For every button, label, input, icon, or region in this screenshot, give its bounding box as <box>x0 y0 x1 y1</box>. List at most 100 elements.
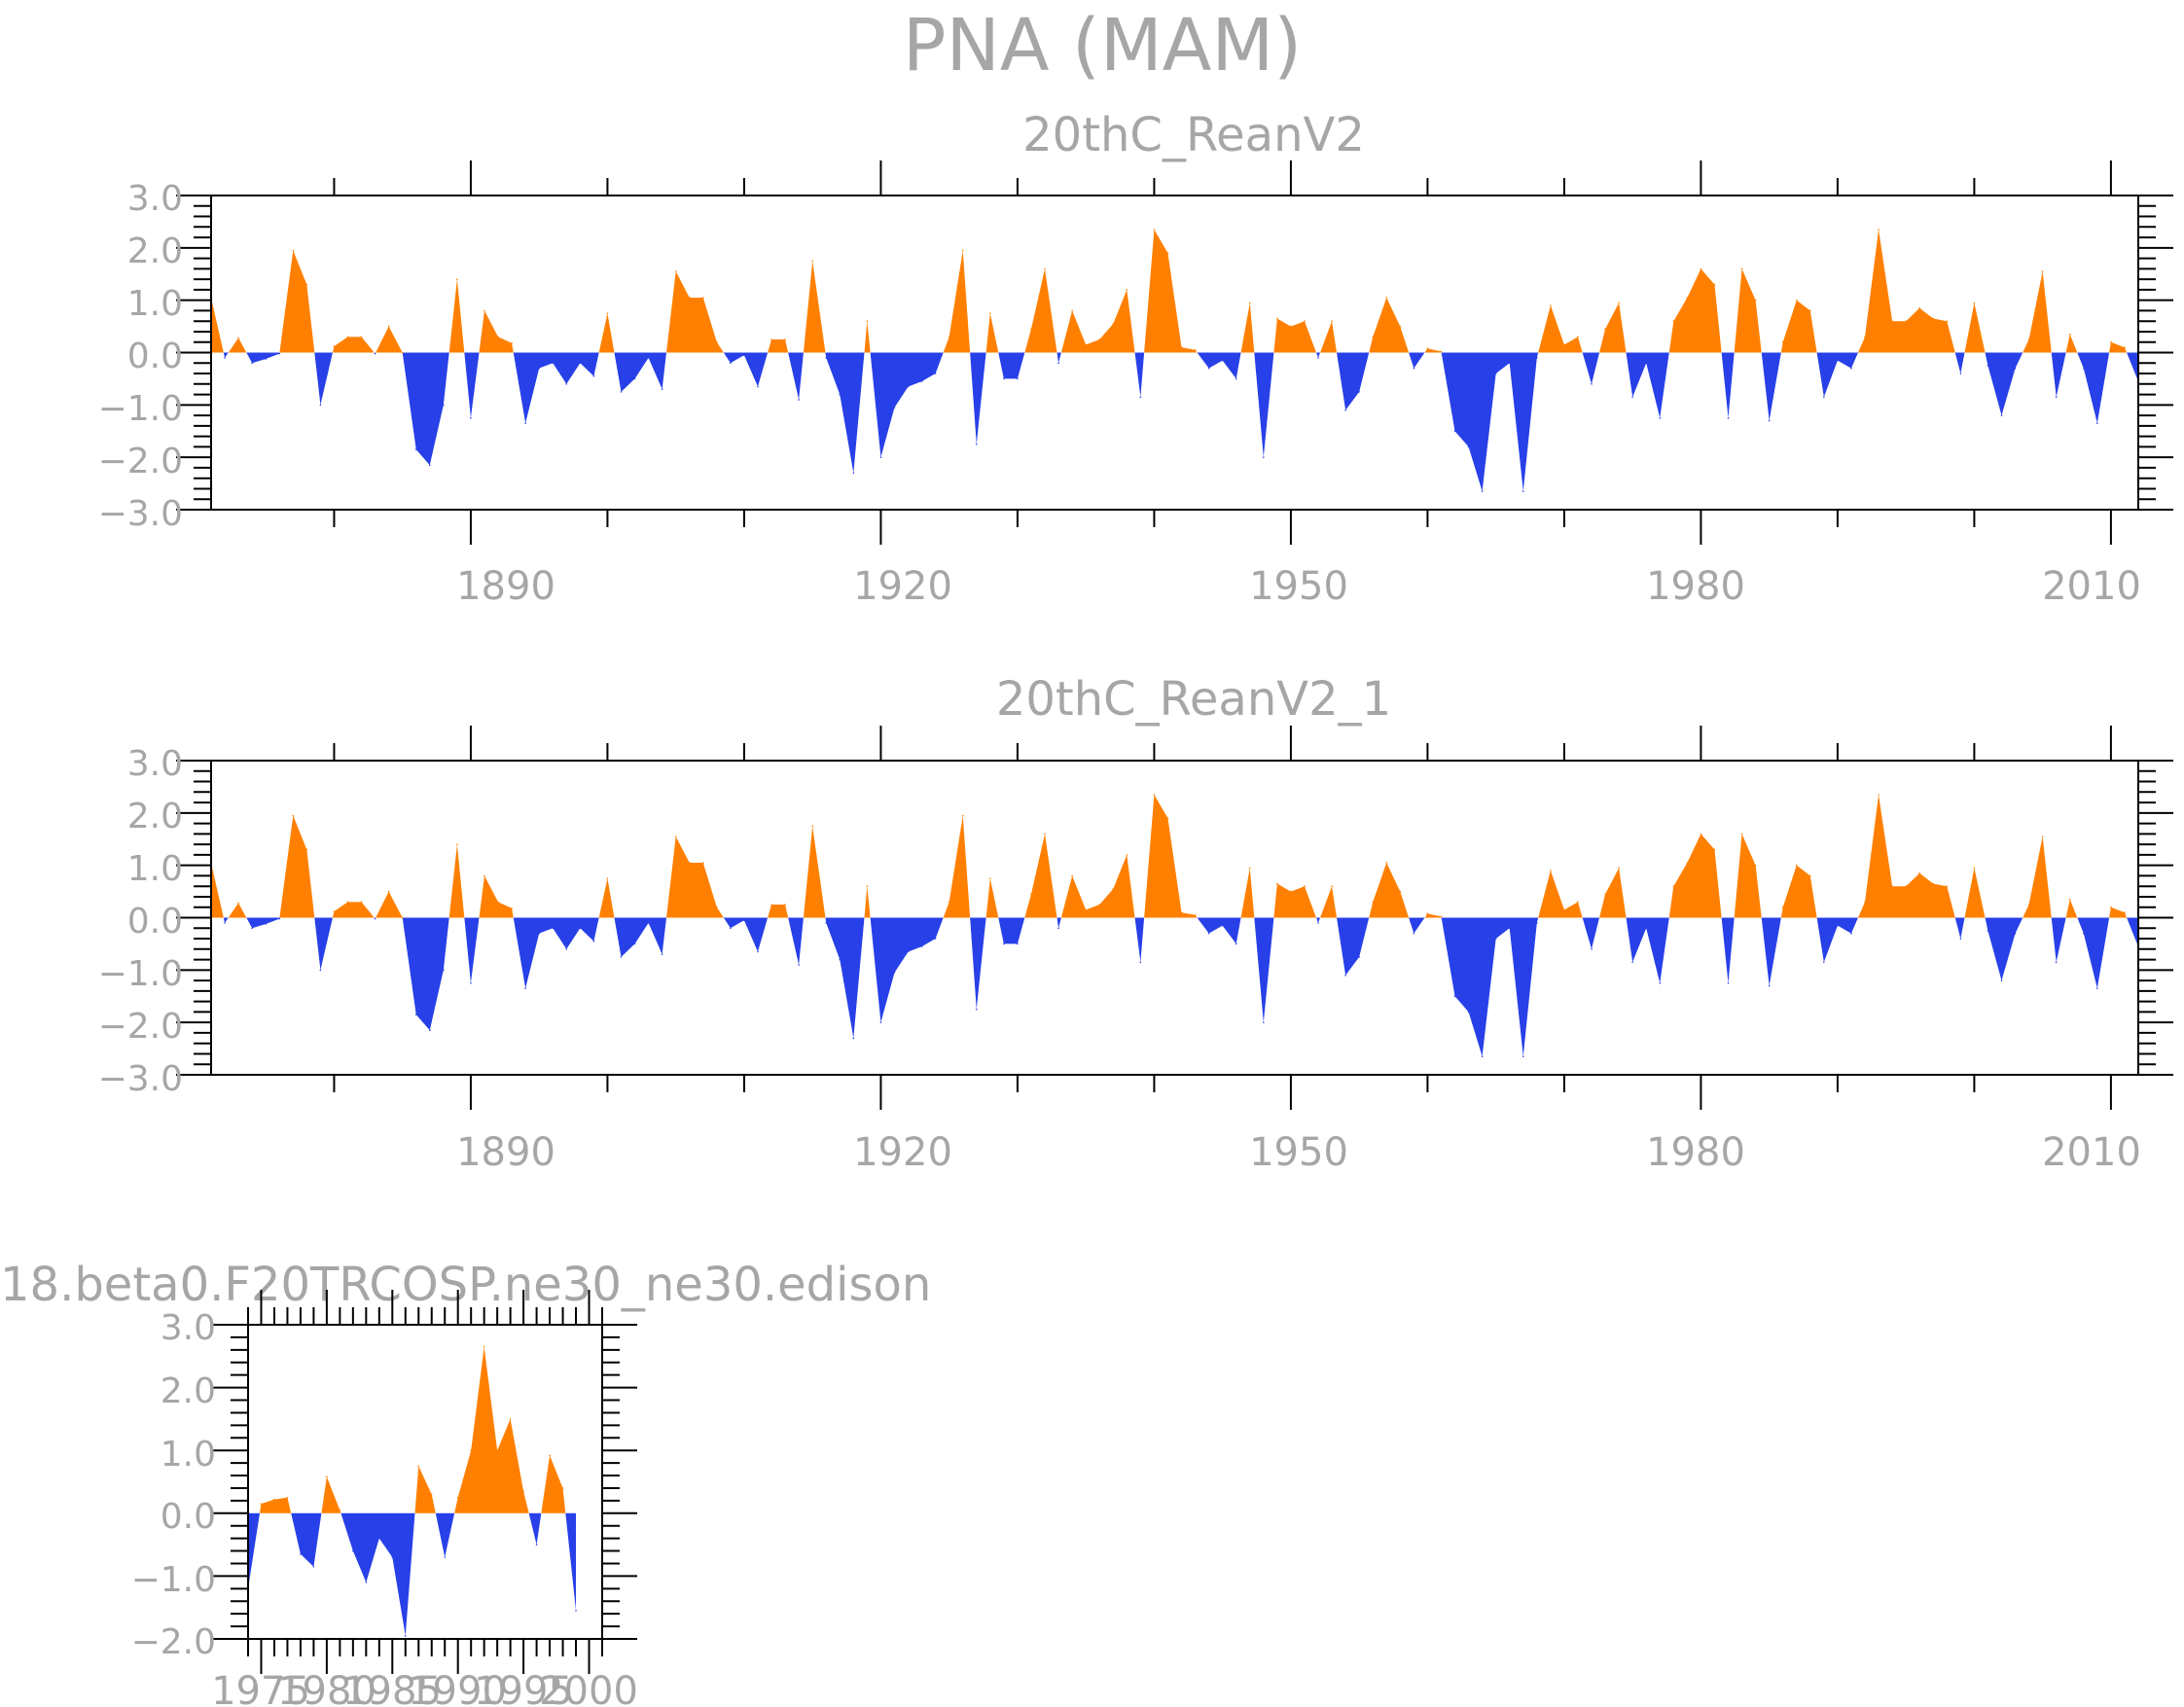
data-point-1882 <box>360 901 363 904</box>
data-point-2010 <box>2110 906 2112 908</box>
data-point-1908 <box>716 340 718 343</box>
data-point-1966 <box>1508 927 1511 930</box>
data-point-1977 <box>1659 416 1662 419</box>
panel-1-xtick-label: 1980 <box>1646 564 1745 609</box>
data-point-1901 <box>620 391 623 393</box>
data-point-1951 <box>1304 885 1306 887</box>
data-point-1936 <box>1098 904 1101 906</box>
data-point-1933 <box>1057 362 1059 365</box>
data-point-1942 <box>1180 911 1183 913</box>
data-point-1896 <box>552 927 555 930</box>
data-point-1986 <box>1781 906 1784 908</box>
panel-3-axes <box>213 1290 637 1674</box>
data-point-1955 <box>1358 956 1360 958</box>
data-point-1969 <box>1550 870 1552 871</box>
data-point-1920 <box>879 456 882 458</box>
panel-2-title: 20thC_ReanV2_1 <box>996 672 1391 727</box>
data-point-1874 <box>251 362 253 365</box>
data-point-1958 <box>1399 890 1402 893</box>
data-point-1987 <box>1795 299 1798 302</box>
data-point-1987 <box>417 1465 420 1468</box>
data-point-2006 <box>2055 961 2058 964</box>
data-point-1992 <box>1864 336 1866 338</box>
data-point-1881 <box>346 336 349 338</box>
panel-3-data <box>247 1345 577 1637</box>
data-point-1993 <box>1878 229 1880 231</box>
data-point-1970 <box>1563 908 1565 911</box>
data-point-1917 <box>839 393 841 396</box>
data-point-1892 <box>497 901 499 904</box>
data-point-1989 <box>444 1556 447 1558</box>
data-point-1886 <box>414 448 417 450</box>
data-point-1955 <box>1358 391 1360 393</box>
data-point-1890 <box>470 416 472 419</box>
data-point-1929 <box>1003 377 1005 380</box>
data-point-1913 <box>784 904 786 906</box>
data-point-1930 <box>1017 377 1019 380</box>
data-point-1986 <box>404 1634 407 1637</box>
panel-2-ytick-label: 0.0 <box>127 902 183 942</box>
data-point-1948 <box>1263 1021 1265 1023</box>
data-point-1912 <box>770 904 772 906</box>
data-point-1917 <box>839 958 841 961</box>
data-point-1914 <box>798 964 800 966</box>
data-point-1887 <box>428 1029 431 1032</box>
panel-2-xtick-label: 1980 <box>1646 1130 1745 1175</box>
data-point-1884 <box>387 890 390 893</box>
panel-2-axes <box>176 726 2173 1110</box>
data-point-1991 <box>1850 367 1852 370</box>
data-point-1927 <box>975 1008 978 1011</box>
data-point-1907 <box>701 297 704 299</box>
panel-3-xtick-label: 1995 <box>474 1669 573 1707</box>
data-point-1974 <box>1618 867 1620 870</box>
data-point-1895 <box>538 367 540 370</box>
data-point-1905 <box>674 270 677 272</box>
data-point-1964 <box>1481 1055 1484 1057</box>
panel-2-ytick-label: −3.0 <box>98 1059 183 1099</box>
data-point-1944 <box>1207 932 1210 935</box>
data-point-1910 <box>743 919 745 921</box>
data-point-2009 <box>2096 422 2098 424</box>
panel-1-axes <box>176 160 2173 545</box>
data-point-1932 <box>1044 833 1046 836</box>
panel-1-ytick-label: −2.0 <box>98 442 183 481</box>
data-point-1995 <box>1905 320 1907 323</box>
data-point-1960 <box>1426 912 1429 914</box>
data-point-1945 <box>1221 924 1224 927</box>
data-point-1888 <box>443 969 445 972</box>
data-point-1979 <box>312 1565 315 1568</box>
data-point-2008 <box>2083 932 2085 935</box>
panel-3: 18.beta0.F20TRCOSP.ne30_ne30.edison 3.0 … <box>0 1258 931 1707</box>
data-point-1880 <box>333 910 336 912</box>
data-point-1938 <box>1126 854 1128 856</box>
data-point-1890 <box>470 981 472 984</box>
data-point-1969 <box>1550 304 1552 306</box>
data-point-1921 <box>893 407 896 409</box>
panel-3-xtick-label: 1990 <box>408 1669 507 1707</box>
data-point-1957 <box>1385 862 1388 864</box>
data-point-1987 <box>1795 864 1798 867</box>
data-point-2010 <box>2110 340 2112 343</box>
panel-3-ytick-label: 3.0 <box>161 1308 216 1348</box>
data-point-1915 <box>811 260 813 263</box>
data-point-1909 <box>730 927 732 930</box>
data-point-1931 <box>1030 893 1032 896</box>
data-point-1950 <box>1290 325 1292 328</box>
panel-2-ytick-label: −1.0 <box>98 954 183 994</box>
panel-3-xtick-label: 2000 <box>539 1669 638 1707</box>
data-point-1964 <box>1481 490 1484 492</box>
data-point-1920 <box>879 1021 882 1023</box>
data-point-1884 <box>387 325 390 328</box>
data-point-2001 <box>1987 930 1989 932</box>
data-point-1898 <box>579 927 582 930</box>
data-point-1904 <box>661 953 663 955</box>
data-point-1981 <box>1713 283 1716 286</box>
data-point-2000 <box>1973 867 1976 870</box>
data-point-1999 <box>1959 938 1962 940</box>
data-point-1893 <box>511 907 513 909</box>
data-point-1956 <box>1372 901 1375 904</box>
panel-3-ytick-label: 0.0 <box>161 1497 216 1537</box>
data-point-1976 <box>1645 927 1648 930</box>
data-point-1953 <box>1331 320 1333 323</box>
data-point-1913 <box>784 338 786 340</box>
